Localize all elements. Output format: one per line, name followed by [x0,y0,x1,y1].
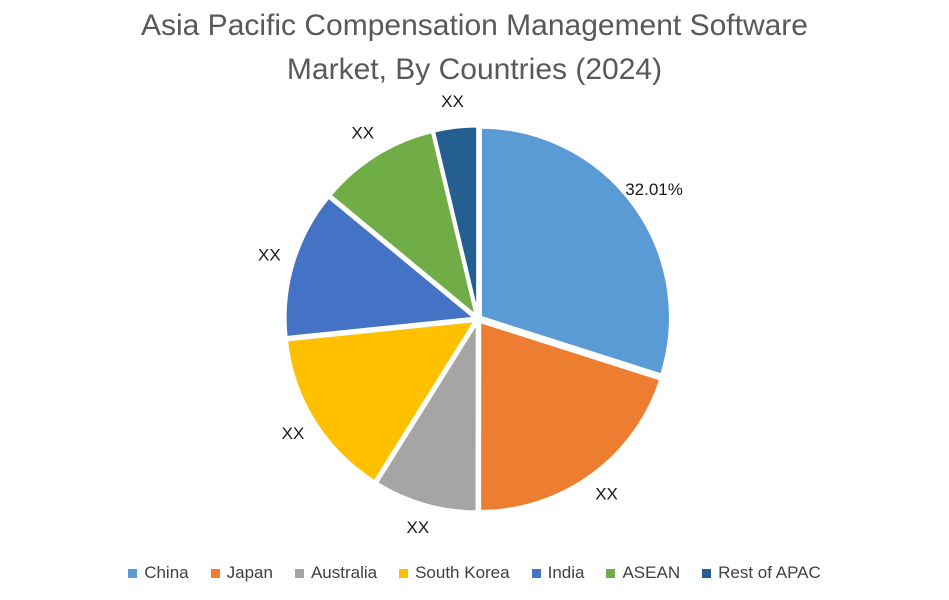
data-label-australia: XX [407,518,430,537]
pie-data-labels: 32.01% XX XX XX XX XX XX [258,92,683,537]
legend-label: South Korea [415,563,510,582]
pie-slice-asean [328,130,478,318]
legend-swatch [702,568,712,578]
data-label-india: XX [258,245,281,264]
chart-title: Asia Pacific Compensation Management Sof… [0,4,949,92]
legend: China Japan Australia South Korea India ASEAN… [0,563,949,583]
legend-swatch [128,568,138,578]
data-label-china: 32.01% [625,180,683,199]
data-label-asean: XX [351,123,374,142]
legend-swatch [531,568,541,578]
legend-item-japan: Japan [210,563,273,583]
pie-slice-china [478,125,672,377]
pie-slice-india [283,195,477,340]
chart-title-line-2: Market, By Countries (2024) [286,53,663,86]
legend-label: Australia [310,563,378,582]
legend-item-south-korea: South Korea [399,563,510,583]
chart-title-line-1: Asia Pacific Compensation Management Sof… [140,9,808,42]
legend-label: Japan [226,563,273,582]
pie-slice-australia [374,320,479,514]
legend-label: India [547,563,585,582]
legend-label: Rest of APAC [718,563,821,582]
data-label-japan: XX [595,485,618,504]
legend-item-australia: Australia [294,563,378,583]
legend-item-asean: ASEAN [606,563,680,583]
legend-swatch [606,568,616,578]
legend-item-india: India [531,563,585,583]
data-label-south-korea: XX [282,424,305,443]
legend-swatch [399,568,409,578]
data-label-rest-of-apac: XX [441,92,464,111]
legend-swatch [294,568,304,578]
legend-label: China [144,563,189,582]
pie-slice-rest-of-apac [432,124,480,318]
legend-item-china: China [128,563,189,583]
pie-slice-japan [478,319,663,513]
pie-slice-south-korea [284,319,477,484]
pie-slices [283,124,672,514]
legend-label: ASEAN [622,563,681,582]
legend-swatch [210,568,220,578]
legend-item-rest-of-apac: Rest of APAC [702,563,821,583]
